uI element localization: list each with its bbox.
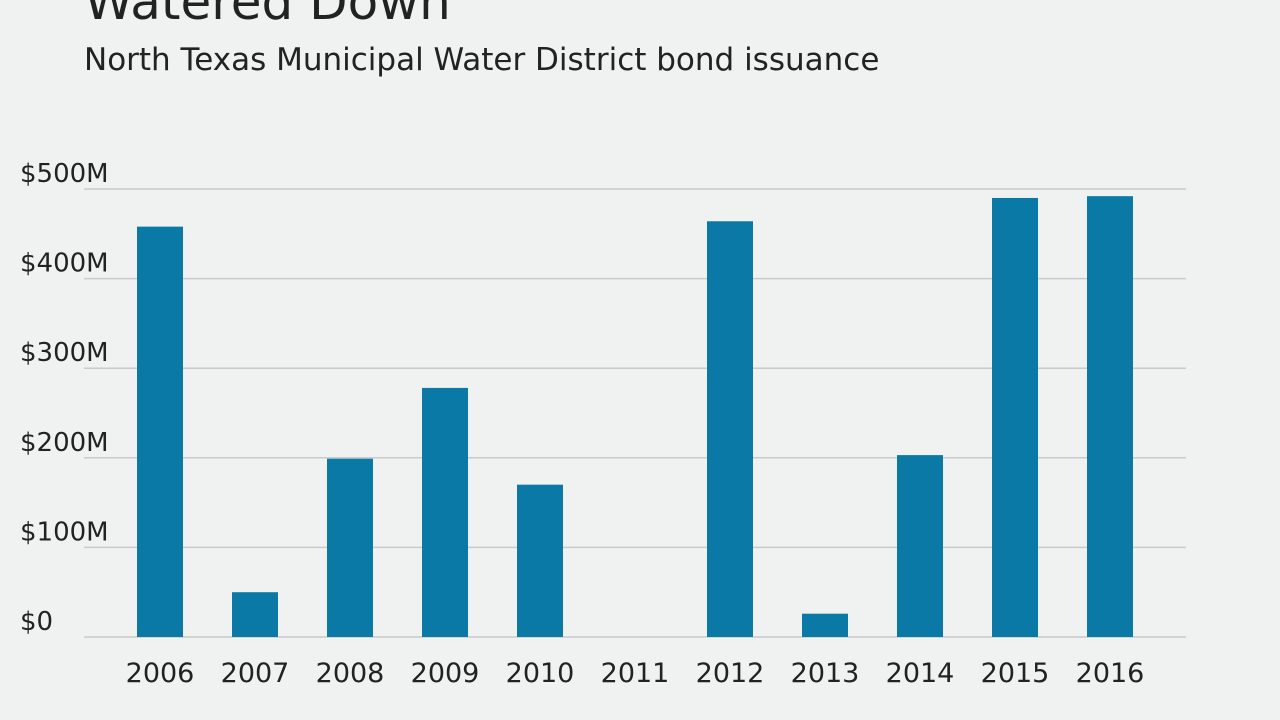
- y-tick-label: $300M: [20, 338, 109, 368]
- x-tick-label: 2010: [506, 658, 575, 689]
- bars: [137, 196, 1133, 638]
- y-tick-label: $100M: [20, 517, 109, 547]
- bar: [992, 197, 1038, 637]
- bar: [422, 387, 468, 637]
- x-tick-label: 2013: [791, 658, 860, 689]
- bar: [802, 613, 848, 637]
- y-tick-label: $0: [20, 607, 53, 637]
- x-tick-label: 2011: [601, 658, 670, 689]
- x-tick-label: 2007: [221, 658, 290, 689]
- x-axis-tick-labels: 2006 2007 2008 2009 2010 2011 2012 2013 2014 2015…: [126, 658, 1145, 689]
- x-tick-label: 2015: [981, 658, 1050, 689]
- bar: [137, 226, 183, 637]
- y-tick-label: $200M: [20, 428, 109, 458]
- y-tick-label: $400M: [20, 249, 109, 279]
- bar: [707, 221, 753, 638]
- y-axis-tick-labels: $0 $100M $200M $300M $400M $500M: [20, 159, 109, 637]
- bar: [897, 455, 943, 637]
- x-tick-label: 2014: [886, 658, 955, 689]
- chart-title: Watered Down: [84, 0, 451, 31]
- x-tick-label: 2006: [126, 658, 195, 689]
- chart-subtitle: North Texas Municipal Water District bon…: [84, 42, 880, 78]
- bar: [1087, 196, 1133, 637]
- y-tick-label: $500M: [20, 159, 109, 189]
- x-tick-label: 2016: [1076, 658, 1145, 689]
- bar: [327, 458, 373, 637]
- x-tick-label: 2012: [696, 658, 765, 689]
- bar: [517, 484, 563, 637]
- x-tick-label: 2008: [316, 658, 385, 689]
- x-tick-label: 2009: [411, 658, 480, 689]
- bar: [232, 592, 278, 637]
